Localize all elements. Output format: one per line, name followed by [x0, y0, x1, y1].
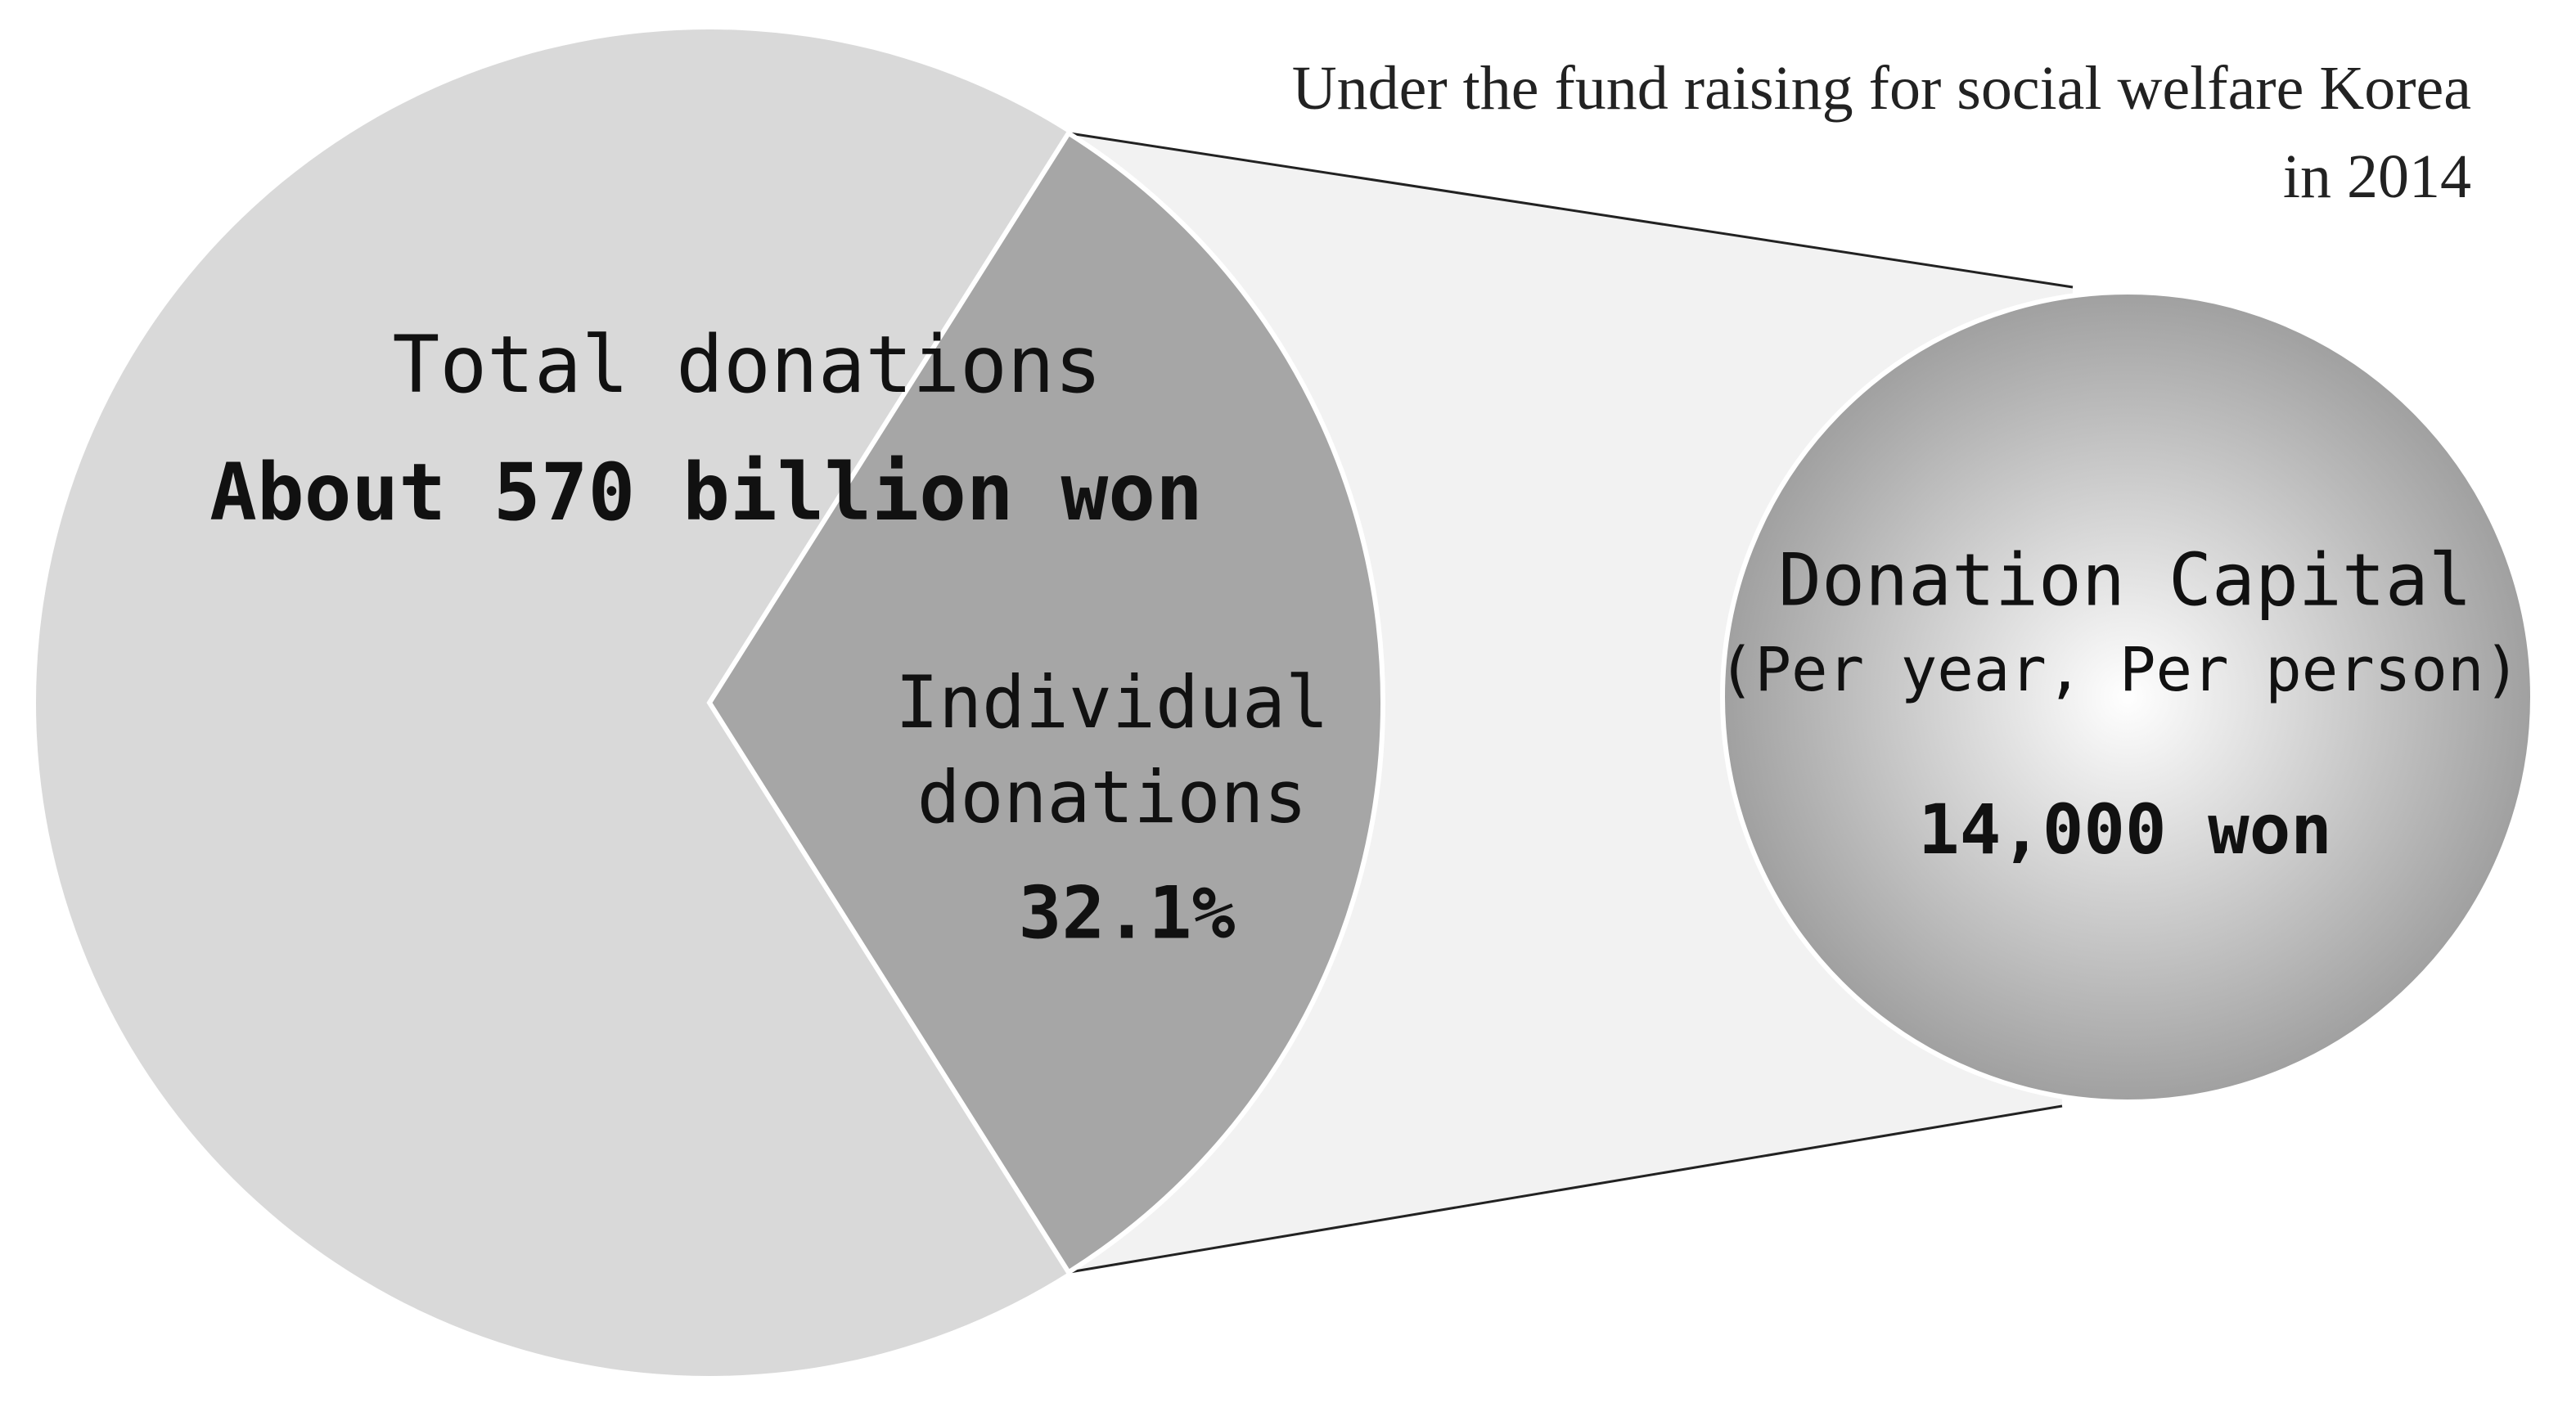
chart-title: Under the fund raising for social welfar…: [1291, 54, 2471, 211]
slice-value-label: 32.1%: [1018, 870, 1236, 956]
total-label: Total donations: [392, 319, 1102, 411]
callout-label: Donation Capital: [1778, 537, 2472, 623]
callout-sublabel: (Per year, Per person): [1718, 635, 2521, 705]
slice-label: Individual donations: [895, 660, 1329, 839]
callout-circle: [1720, 290, 2535, 1104]
connector-line: [1068, 132, 2074, 289]
connector-line: [1068, 1104, 2063, 1274]
total-value-label: About 570 billion won: [209, 447, 1203, 538]
pie-slice: [706, 129, 1385, 1276]
callout-value-label: 14,000 won: [1918, 789, 2332, 870]
